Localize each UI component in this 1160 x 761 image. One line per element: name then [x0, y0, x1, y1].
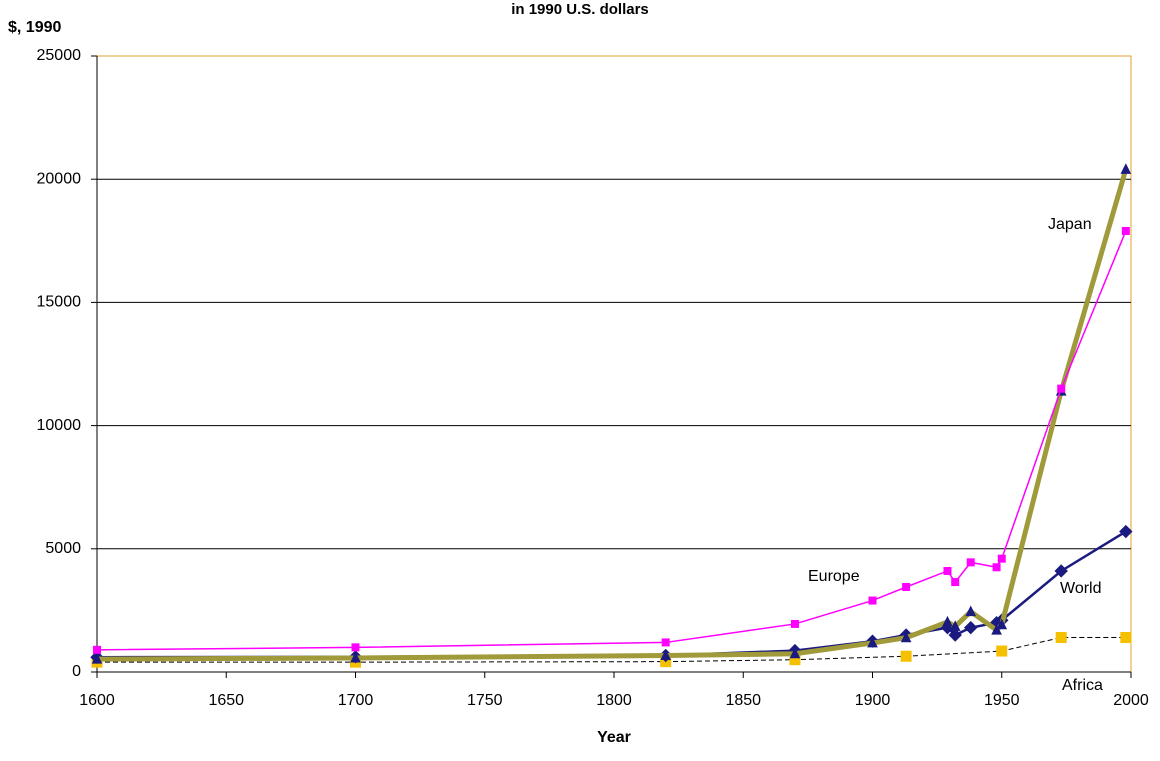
point: [992, 563, 1001, 572]
point: [996, 645, 1008, 657]
series-line: [96, 168, 1129, 662]
y-tick-label: 25000: [37, 47, 82, 64]
point: [1120, 163, 1132, 174]
point: [351, 643, 360, 652]
y-tick-label: 5000: [45, 540, 81, 557]
point: [868, 596, 877, 605]
point: [1055, 632, 1067, 644]
point: [660, 649, 672, 660]
point: [661, 638, 670, 647]
annotation: World: [1060, 580, 1102, 597]
point: [964, 620, 978, 635]
point: [1121, 226, 1130, 235]
series-line: [97, 637, 1126, 663]
point: [965, 605, 977, 617]
plot-area: [96, 55, 1132, 673]
point: [93, 645, 101, 654]
x-tick-label: 1900: [855, 692, 891, 709]
x-tick-label: 1800: [596, 692, 632, 709]
point: [1057, 384, 1066, 393]
x-tick-label: 1650: [208, 692, 244, 709]
x-tick-label: 1850: [725, 692, 761, 709]
x-tick-label: 1950: [984, 692, 1020, 709]
x-tick-label: 1600: [79, 692, 115, 709]
point: [789, 647, 801, 659]
point: [900, 631, 912, 643]
annotation: Africa: [1062, 677, 1103, 694]
point: [790, 619, 799, 628]
point: [951, 578, 960, 587]
x-tick-label: 1750: [467, 692, 503, 709]
x-tick-label: 1700: [338, 692, 374, 709]
series-line: [96, 230, 1127, 651]
point: [943, 566, 952, 575]
point: [948, 628, 962, 642]
point: [996, 618, 1008, 630]
y-tick-label: 15000: [37, 294, 82, 311]
annotation: Japan: [1048, 216, 1092, 233]
x-axis-label: Year: [597, 729, 631, 746]
x-tick-label: 2000: [1113, 692, 1149, 709]
point: [867, 636, 878, 648]
annotation: Europe: [808, 568, 860, 585]
point: [900, 650, 912, 662]
point: [966, 558, 975, 567]
y-tick-label: 0: [72, 663, 81, 680]
point: [997, 554, 1006, 563]
point: [91, 653, 103, 664]
point: [1119, 524, 1133, 539]
y-tick-label: 10000: [37, 417, 82, 434]
series-line: [96, 530, 1127, 659]
y-tick-label: 20000: [37, 170, 82, 187]
y-axis-label: $, 1990: [8, 19, 61, 36]
point: [991, 623, 1002, 635]
point: [949, 620, 961, 631]
point: [942, 615, 953, 627]
point: [1120, 632, 1132, 644]
point: [1054, 564, 1068, 578]
point: [350, 651, 361, 663]
chart-title: in 1990 U.S. dollars: [511, 1, 649, 18]
point: [902, 582, 911, 591]
